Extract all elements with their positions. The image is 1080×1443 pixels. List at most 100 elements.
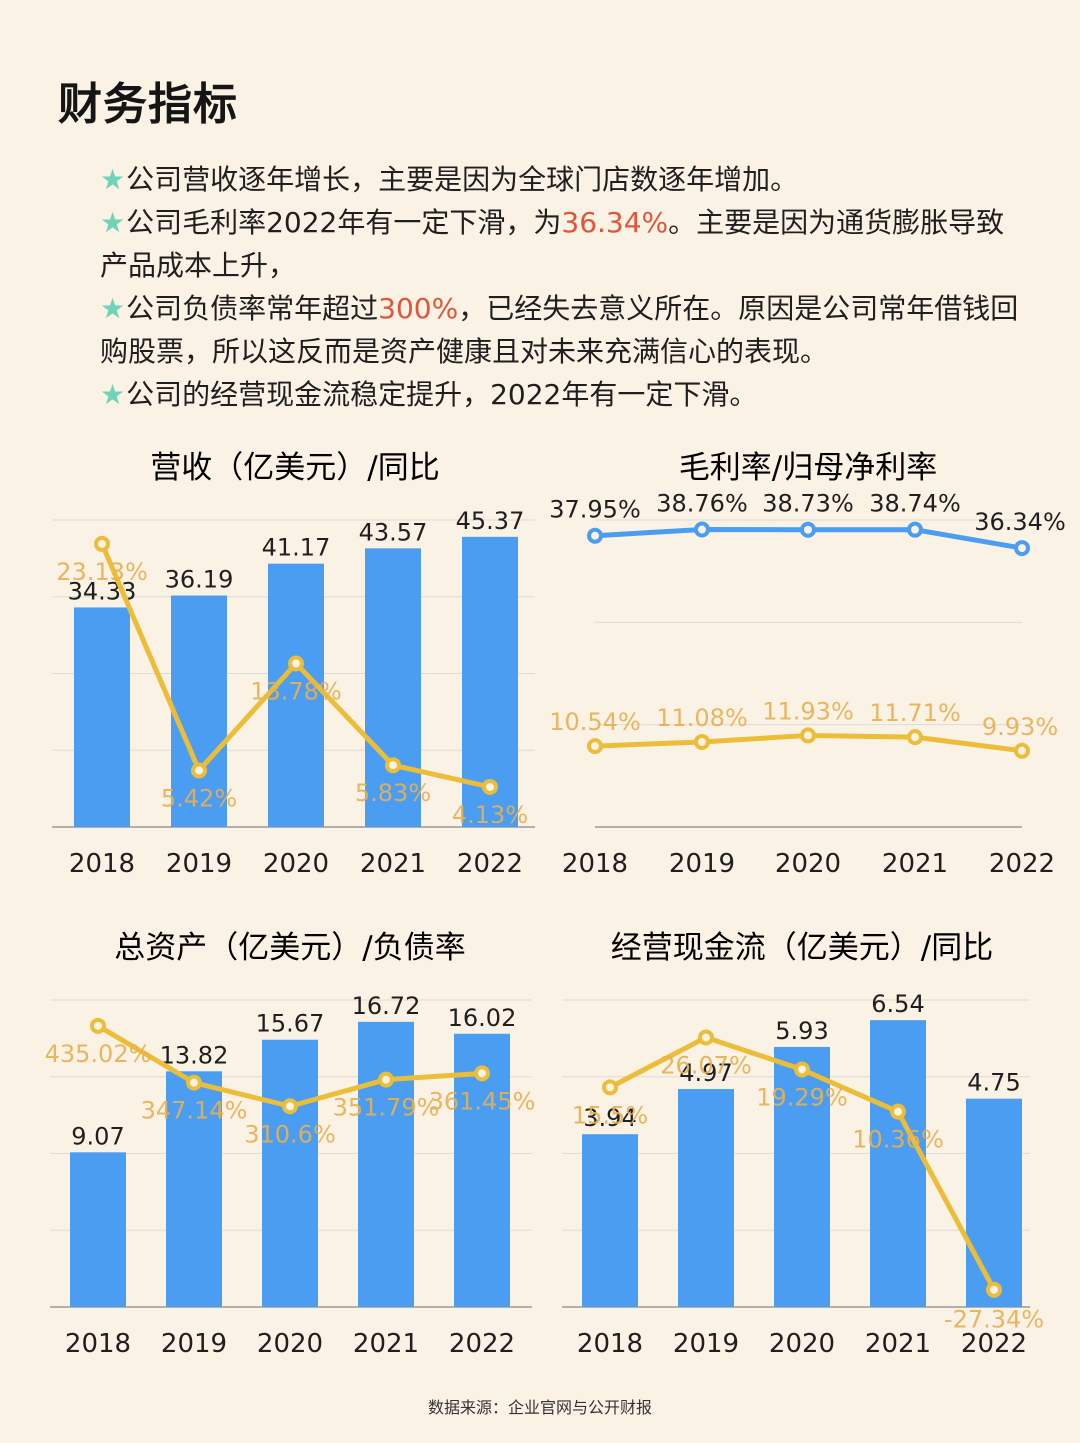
line-value-label: 5.83% — [355, 779, 431, 807]
line-point — [1014, 540, 1030, 557]
line-value-label: 36.34% — [974, 508, 1066, 536]
bar — [870, 1020, 926, 1307]
bullet-text: 。主要是因为通货膨胀导致产品成本上升， — [100, 206, 1005, 282]
line-value-label: 351.79% — [333, 1094, 440, 1122]
line-value-label: 26.07% — [660, 1051, 752, 1079]
bullet-text: 公司的经营现金流稳定提升，2022年有一定下滑。 — [126, 378, 758, 411]
line-point — [186, 1074, 202, 1091]
x-tick-label: 2019 — [669, 849, 735, 879]
line-point — [288, 655, 304, 672]
x-tick-label: 2022 — [449, 1329, 515, 1359]
line-value-label: 37.95% — [549, 496, 641, 524]
x-tick-label: 2020 — [775, 849, 841, 879]
line-point — [378, 1071, 394, 1088]
star-icon: ★ — [100, 292, 126, 325]
x-tick-label: 2021 — [882, 849, 948, 879]
bar — [358, 1021, 414, 1307]
line-value-label: 38.74% — [869, 490, 961, 518]
line-point — [191, 762, 207, 779]
line-value-label: 23.13% — [56, 558, 148, 586]
line-point — [907, 729, 923, 746]
line-point — [986, 1281, 1002, 1298]
bullet-point: ★公司负债率常年超过300%，已经失去意义所在。原因是公司常年借钱回购股票，所以… — [100, 287, 1030, 373]
x-tick-label: 2022 — [961, 1329, 1027, 1359]
x-tick-label: 2020 — [769, 1329, 835, 1359]
highlight-value: 36.34% — [561, 206, 669, 239]
bar — [166, 1071, 222, 1307]
page-title: 财务指标 — [58, 79, 238, 130]
line-value-label: 15.5% — [572, 1101, 648, 1129]
bar — [365, 548, 421, 827]
x-tick-label: 2019 — [166, 849, 232, 879]
chart-title: 毛利率/归母净利率 — [679, 450, 937, 486]
line-point — [794, 1061, 810, 1078]
x-tick-label: 2018 — [562, 849, 628, 879]
x-tick-label: 2020 — [257, 1329, 323, 1359]
chart-title: 经营现金流（亿美元）/同比 — [611, 930, 993, 966]
cashflow-chart: 经营现金流（亿美元）/同比 2018 2019 2020 2021 2022 3.94 4.9… — [562, 930, 1044, 1359]
line-value-label: 9.93% — [982, 713, 1058, 741]
line-point — [694, 521, 710, 538]
line-value-label: 11.71% — [869, 699, 961, 727]
line-point — [694, 733, 710, 750]
line-value-label: 435.02% — [45, 1040, 152, 1068]
assets-chart: 总资产（亿美元）/负债率 2018 2019 2020 2021 2022 9.07 13.8… — [45, 930, 536, 1359]
bullet-text: ，已经失去意义所在。原因是公司常年借钱回购股票，所以这反而是资产健康且对未来充满… — [100, 292, 1019, 368]
bar — [74, 607, 130, 827]
line-value-label: -27.34% — [944, 1306, 1044, 1334]
bar-value-label: 4.97 — [679, 1059, 732, 1087]
bar-value-label: 16.72 — [352, 992, 421, 1020]
bar — [678, 1089, 734, 1307]
bar-value-label: 6.54 — [871, 990, 924, 1018]
bar-value-label: 43.57 — [359, 518, 428, 546]
line-point — [800, 727, 816, 744]
line-value-label: 13.78% — [250, 678, 342, 706]
line-point — [282, 1098, 298, 1115]
line-point — [474, 1065, 490, 1082]
bar-value-label: 4.75 — [967, 1069, 1020, 1097]
x-tick-label: 2018 — [577, 1329, 643, 1359]
bar — [582, 1134, 638, 1307]
line-point — [587, 527, 603, 544]
star-icon: ★ — [100, 206, 126, 239]
x-tick-label: 2018 — [69, 849, 135, 879]
line-value-label: 11.08% — [656, 704, 748, 732]
bar — [462, 536, 518, 827]
x-tick-label: 2021 — [360, 849, 426, 879]
line-point — [907, 521, 923, 538]
highlight-value: 300% — [378, 292, 459, 325]
line-value-label: 11.93% — [762, 697, 854, 725]
line-value-label: 4.13% — [452, 801, 528, 829]
line-point — [698, 1029, 714, 1046]
chart-title: 营收（亿美元）/同比 — [150, 450, 439, 486]
x-tick-label: 2021 — [353, 1329, 419, 1359]
bullet-point: ★公司营收逐年增长，主要是因为全球门店数逐年增加。 — [100, 158, 1030, 201]
line-point — [90, 1017, 106, 1034]
bar-value-label: 9.07 — [71, 1122, 124, 1150]
x-tick-label: 2022 — [989, 849, 1055, 879]
bar — [774, 1046, 830, 1307]
star-icon: ★ — [100, 163, 126, 196]
bar-value-label: 36.19 — [165, 566, 234, 594]
chart-title: 总资产（亿美元）/负债率 — [114, 930, 465, 966]
line-value-label: 361.45% — [429, 1087, 536, 1115]
x-tick-label: 2019 — [673, 1329, 739, 1359]
line-value-label: 19.29% — [756, 1083, 848, 1111]
line-point — [800, 521, 816, 538]
line-point — [482, 778, 498, 795]
bar-value-label: 16.02 — [448, 1004, 517, 1032]
bullet-text: 公司负债率常年超过 — [126, 292, 379, 325]
line-point — [94, 535, 110, 552]
line-value-label: 5.42% — [161, 784, 237, 812]
x-tick-label: 2022 — [457, 849, 523, 879]
line-point — [602, 1079, 618, 1096]
bar — [171, 595, 227, 827]
data-source-note: 数据来源：企业官网与公开财报 — [427, 1398, 652, 1417]
line-value-label: 10.36% — [852, 1126, 944, 1154]
bar-value-label: 45.37 — [456, 507, 525, 535]
line-value-label: 10.54% — [549, 708, 641, 736]
star-icon: ★ — [100, 378, 126, 411]
